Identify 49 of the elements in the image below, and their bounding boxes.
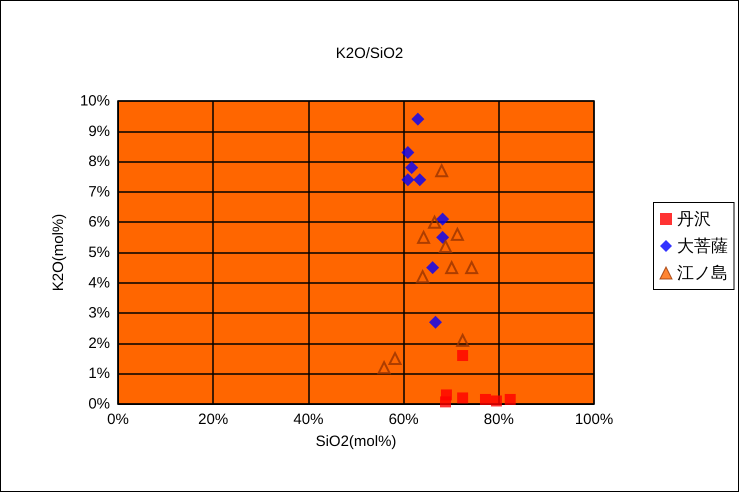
x-tick-label: 20% (198, 411, 228, 428)
y-tick-label: 8% (88, 153, 110, 170)
legend-label: 丹沢 (677, 210, 711, 228)
point (411, 112, 424, 126)
y-tick-label: 1% (88, 365, 110, 382)
point (450, 228, 464, 241)
point (428, 216, 442, 229)
point (456, 334, 470, 347)
x-tick-label: 100% (574, 411, 614, 428)
point (405, 161, 418, 174)
point (426, 261, 440, 274)
point (436, 230, 450, 244)
point (401, 173, 414, 186)
legend-label: 大菩薩 (677, 236, 728, 256)
point (457, 350, 468, 362)
x-tick-label: 80% (484, 411, 514, 428)
y-tick-label: 6% (88, 214, 110, 231)
point (435, 164, 448, 178)
point (465, 261, 478, 274)
y-tick-label: 9% (88, 122, 110, 140)
point (417, 230, 430, 244)
y-tick-label: 0% (88, 396, 110, 412)
point (436, 212, 450, 226)
y-tick-label: 4% (88, 274, 110, 292)
x-tick-label: 60% (388, 411, 419, 428)
point (480, 394, 491, 405)
point (457, 392, 468, 404)
point (401, 146, 414, 160)
point (490, 395, 502, 406)
y-tick-label: 10% (80, 92, 110, 110)
x-axis-title: SiO2(mol%) (316, 433, 396, 450)
x-tick-label: 0% (107, 411, 129, 428)
point (416, 270, 430, 284)
point (445, 261, 458, 274)
point (438, 240, 452, 253)
point (440, 396, 451, 408)
y-tick-label: 5% (88, 244, 110, 261)
point (413, 173, 426, 186)
chart-title: K2O/SiO2 (336, 45, 404, 62)
legend-label: 江ノ島 (677, 264, 728, 282)
y-axis-title: K2O(mol%) (50, 214, 67, 292)
y-tick-label: 7% (88, 183, 110, 200)
x-tick-label: 40% (293, 411, 324, 428)
point (428, 316, 442, 329)
point (504, 394, 516, 405)
point (388, 352, 402, 366)
y-tick-label: 2% (88, 334, 110, 352)
y-tick-label: 3% (88, 304, 110, 322)
point (378, 361, 391, 374)
